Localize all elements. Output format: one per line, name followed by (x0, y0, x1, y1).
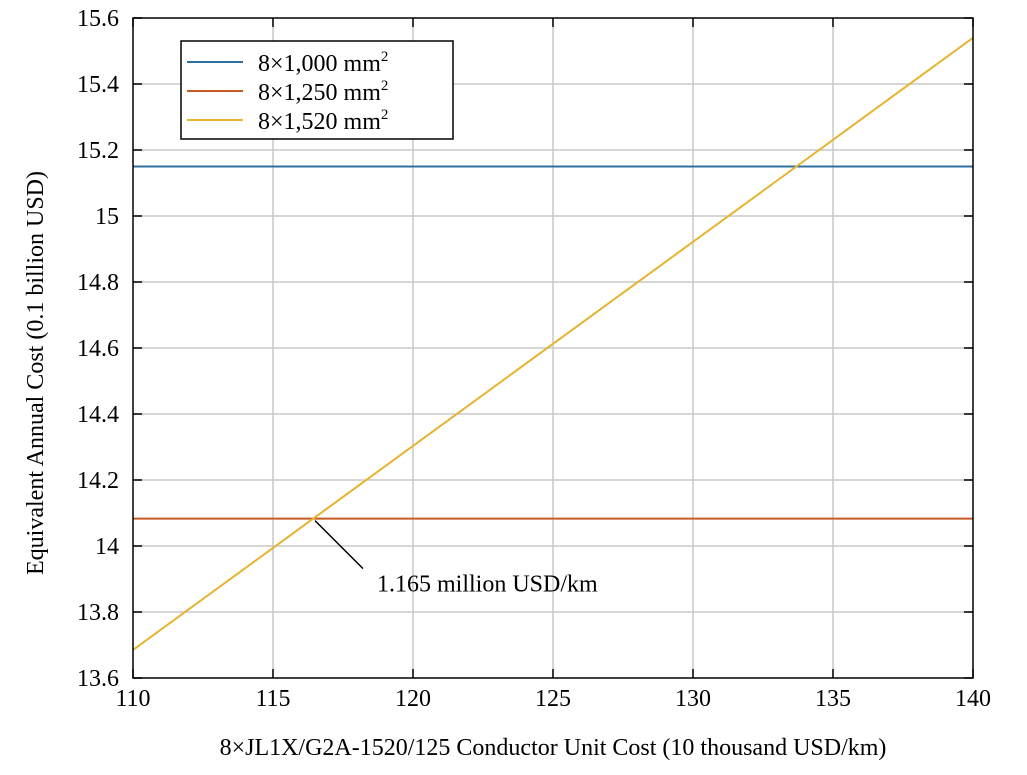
y-tick-label: 14.8 (77, 270, 119, 296)
y-tick-label: 14.2 (77, 468, 119, 494)
y-axis-title: Equivalent Annual Cost (0.1 billion USD) (23, 171, 49, 575)
legend-label-superscript: 2 (381, 49, 389, 65)
y-tick-label: 14 (95, 534, 119, 560)
x-tick-label: 135 (815, 686, 851, 712)
axis-ticks (132, 17, 974, 679)
y-tick-label: 14.6 (77, 336, 119, 362)
x-tick-label: 120 (395, 686, 431, 712)
legend-label-superscript: 2 (381, 107, 389, 123)
x-tick-label: 115 (255, 686, 290, 712)
y-tick-label: 13.8 (77, 600, 119, 626)
y-tick-label: 15.6 (77, 6, 119, 32)
annotation-label: 1.165 million USD/km (377, 572, 598, 598)
y-tick-label: 14.4 (77, 402, 119, 428)
x-tick-label: 125 (535, 686, 571, 712)
y-tick-label: 13.6 (77, 666, 119, 692)
legend-label: 8×1,250 mm2 (258, 78, 388, 106)
series-line-3 (132, 36, 974, 651)
annotation-leader (314, 520, 364, 570)
plot-series (132, 36, 974, 651)
x-tick-label: 130 (675, 686, 711, 712)
x-tick-label: 140 (955, 686, 991, 712)
legend-label: 8×1,520 mm2 (258, 107, 388, 135)
y-tick-label: 15.2 (77, 138, 119, 164)
x-axis-title: 8×JL1X/G2A-1520/125 Conductor Unit Cost … (220, 735, 887, 761)
grid-lines (133, 18, 973, 678)
tick-labels: 110 115 120 125 130 135 140 13.6 13.8 14 14.2 14.4 1… (77, 6, 991, 712)
legend-label: 8×1,000 mm2 (258, 49, 388, 77)
legend-label-superscript: 2 (381, 78, 389, 94)
y-tick-label: 15 (95, 204, 119, 230)
annotations: 1.165 million USD/km (314, 520, 598, 598)
x-tick-label: 110 (115, 686, 150, 712)
y-tick-label: 15.4 (77, 72, 119, 98)
